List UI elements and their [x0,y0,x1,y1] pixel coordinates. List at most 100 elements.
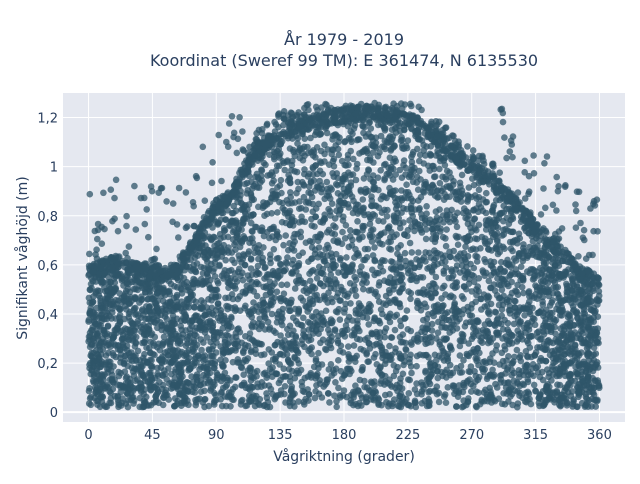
data-point [486,321,493,328]
data-point [426,283,433,290]
data-point [342,333,349,340]
data-point [585,323,592,330]
data-point [353,353,360,360]
data-point [392,327,399,334]
data-point [293,333,300,340]
data-point [326,161,333,168]
data-point [332,326,339,333]
data-point [423,203,430,210]
data-point [345,343,352,350]
data-point [88,394,95,401]
data-point [270,268,277,275]
data-point [211,399,218,406]
data-point [296,205,303,212]
data-point [472,378,479,385]
data-point [320,219,327,226]
data-point [337,316,344,323]
data-point [115,342,122,349]
data-point [270,328,277,335]
data-point [525,379,532,386]
data-point [193,324,200,331]
data-point [447,343,454,350]
data-point [116,373,123,380]
data-point [405,376,412,383]
data-point [299,337,306,344]
data-point [260,244,267,251]
data-point [207,353,214,360]
data-point [407,352,414,359]
data-point [106,313,113,320]
data-point [199,353,206,360]
data-point [343,254,350,261]
data-point [440,185,447,192]
data-point [514,338,521,345]
data-point [371,244,378,251]
data-point [337,348,344,355]
data-point [440,234,447,241]
data-point [403,165,410,172]
data-point [237,238,244,245]
data-point [159,386,166,393]
data-point [409,249,416,256]
data-point [320,336,327,343]
data-point [358,263,365,270]
data-point [406,402,413,409]
data-point [415,338,422,345]
data-point [86,400,93,407]
data-point [308,351,315,358]
data-point [378,231,385,238]
data-point [332,379,339,386]
data-point [124,347,131,354]
data-point [544,397,551,404]
data-point [473,205,480,212]
data-point [336,152,343,159]
data-point [467,261,474,268]
data-point [479,398,486,405]
data-point [207,285,214,292]
data-point [552,390,559,397]
data-point [446,169,453,176]
data-point [370,252,377,259]
data-point [230,236,237,243]
data-point [457,352,464,359]
data-point [242,181,249,188]
data-point [245,355,252,362]
data-point [490,265,497,272]
data-point [231,340,238,347]
data-point [443,226,450,233]
data-point [309,222,316,229]
data-point [269,172,276,179]
data-point [360,196,367,203]
data-point [248,179,255,186]
data-point [340,392,347,399]
data-point [347,280,354,287]
data-point [499,232,506,239]
data-point [347,172,354,179]
data-point [316,244,323,251]
data-point [134,376,141,383]
data-point [402,250,409,257]
data-point [452,311,459,318]
data-point [268,297,275,304]
data-point [328,295,335,302]
data-point [431,263,438,270]
data-point [339,269,346,276]
data-point [87,344,94,351]
data-point [399,137,406,144]
data-point [301,344,308,351]
data-point [473,195,480,202]
data-point [506,260,513,267]
data-point [222,216,229,223]
data-point [214,334,221,341]
data-point [399,394,406,401]
data-point [569,388,576,395]
data-point [381,162,388,169]
data-point [292,355,299,362]
data-point [292,285,299,292]
data-point [250,211,257,218]
data-point [560,361,567,368]
data-point [233,374,240,381]
data-point [452,218,459,225]
data-point [443,194,450,201]
data-point [517,352,524,359]
